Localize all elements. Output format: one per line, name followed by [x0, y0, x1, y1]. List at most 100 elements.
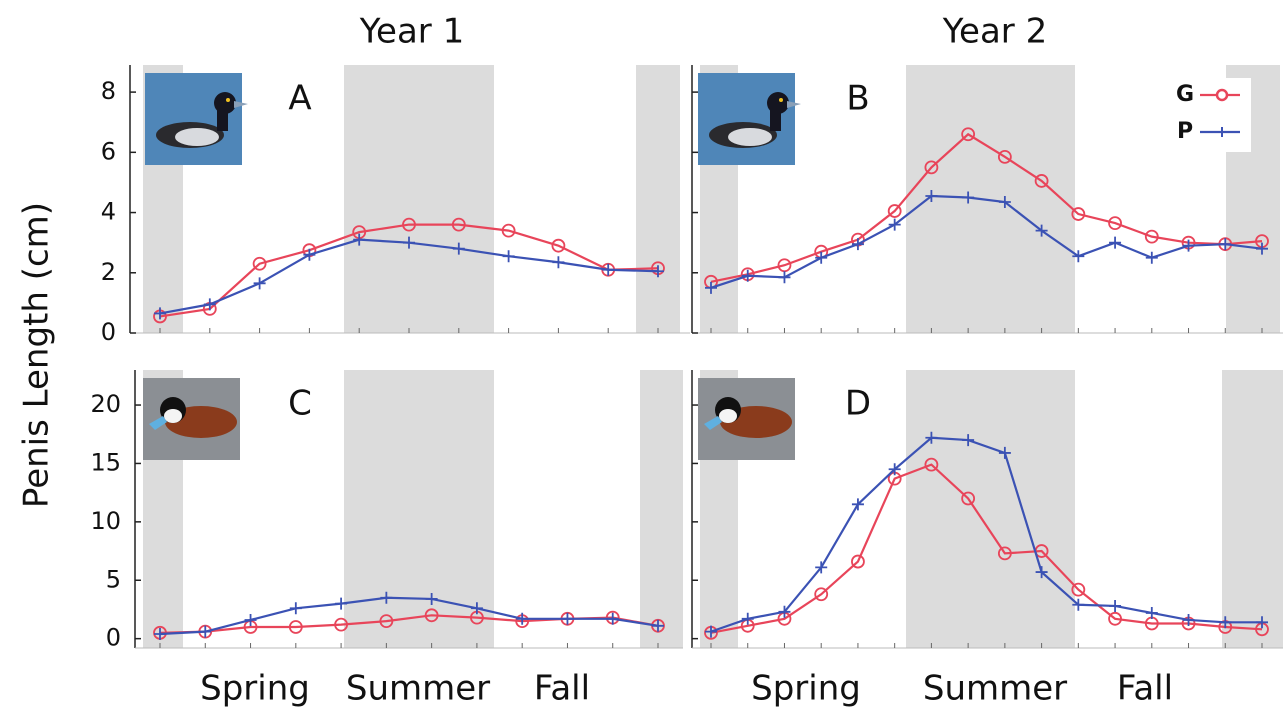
marker-plus [199, 625, 212, 638]
y-tick-label: 0 [106, 624, 121, 652]
marker-plus [516, 612, 529, 625]
marker-circle [424, 608, 439, 623]
panel-label: B [846, 79, 869, 119]
season-label: Fall [534, 669, 590, 709]
marker-plus [552, 256, 565, 269]
series-line [159, 596, 659, 636]
marker-circle [961, 491, 976, 506]
marker-plus [1072, 250, 1085, 263]
marker-circle [501, 223, 516, 238]
panel-label: A [288, 79, 311, 119]
marker-plus [606, 612, 619, 625]
marker-circle [814, 587, 829, 602]
panel-label: C [288, 384, 312, 424]
marker-circle [924, 457, 939, 472]
marker-plus [851, 498, 864, 511]
marker-circle [252, 256, 267, 271]
marker-plus [335, 597, 348, 610]
marker-plus [1109, 236, 1122, 249]
marker-plus [1145, 251, 1158, 264]
season-shade [906, 65, 1075, 333]
y-tick-label: 5 [106, 565, 121, 593]
marker-plus [602, 263, 615, 276]
marker-plus [502, 250, 515, 263]
marker-plus [998, 446, 1011, 459]
marker-circle [1108, 216, 1122, 230]
marker-circle [402, 217, 416, 232]
marker-plus [888, 218, 901, 231]
marker-circle [334, 617, 348, 632]
marker-plus [154, 307, 166, 320]
duck-eye [226, 98, 230, 102]
duck-bill [787, 101, 801, 108]
marker-plus [303, 248, 316, 261]
marker-plus [925, 431, 938, 444]
marker-circle [1034, 174, 1049, 188]
marker-plus [1219, 616, 1232, 629]
marker-plus [851, 238, 864, 251]
marker-plus [998, 196, 1011, 209]
marker-circle [551, 238, 566, 253]
season-label: Spring [200, 669, 310, 709]
marker-circle [997, 149, 1012, 164]
duck-flank [175, 128, 219, 146]
marker-plus [203, 298, 216, 311]
marker-plus [470, 602, 483, 615]
marker-plus [353, 233, 366, 246]
marker-plus [154, 627, 166, 640]
legend-label: G [1176, 82, 1194, 107]
marker-plus [652, 619, 664, 632]
marker-circle [379, 614, 394, 629]
duck-photo [145, 73, 248, 165]
marker-plus [1035, 224, 1048, 237]
duck-photo [698, 73, 801, 165]
y-tick-label: 2 [101, 258, 116, 286]
marker-circle [1144, 229, 1159, 244]
marker-plus [741, 269, 754, 282]
season-label: Spring [751, 669, 861, 709]
marker-plus [1182, 239, 1195, 252]
marker-plus [380, 591, 393, 604]
marker-plus [815, 561, 828, 574]
marker-plus [925, 189, 938, 202]
duck-cheek [719, 409, 737, 423]
marker-circle [924, 160, 939, 175]
season-shade [1222, 370, 1283, 648]
season-shade [640, 370, 683, 648]
season-label: Summer [346, 669, 490, 709]
y-tick-label: 4 [101, 198, 116, 226]
legend-marker [1215, 88, 1229, 102]
season-shade [636, 65, 680, 333]
series-line [710, 132, 1263, 283]
marker-plus [1109, 599, 1122, 612]
duck-eye [779, 98, 783, 102]
panel-label: D [845, 384, 871, 424]
marker-circle [288, 620, 303, 634]
series-line [710, 194, 1263, 289]
y-tick-label: 10 [90, 507, 121, 535]
legend-marker [1217, 127, 1227, 137]
marker-circle [777, 258, 792, 273]
marker-circle [997, 546, 1012, 561]
marker-plus [1256, 242, 1268, 255]
marker-circle [1071, 207, 1086, 221]
legend-label: P [1177, 119, 1193, 144]
marker-plus [1182, 613, 1195, 626]
duck-bill [149, 416, 167, 430]
marker-circle [887, 204, 902, 218]
marker-plus [289, 602, 302, 615]
marker-plus [425, 592, 438, 605]
marker-plus [244, 613, 257, 626]
y-axis-label: Penis Length (cm) [17, 202, 57, 508]
marker-plus [778, 271, 791, 284]
marker-plus [705, 625, 717, 638]
marker-plus [1145, 606, 1158, 619]
marker-circle [1071, 582, 1086, 597]
marker-plus [815, 251, 828, 264]
duck-neck [217, 105, 228, 131]
marker-plus [741, 612, 754, 625]
marker-plus [1072, 598, 1085, 611]
marker-plus [1035, 566, 1048, 579]
season-label: Summer [923, 669, 1067, 709]
